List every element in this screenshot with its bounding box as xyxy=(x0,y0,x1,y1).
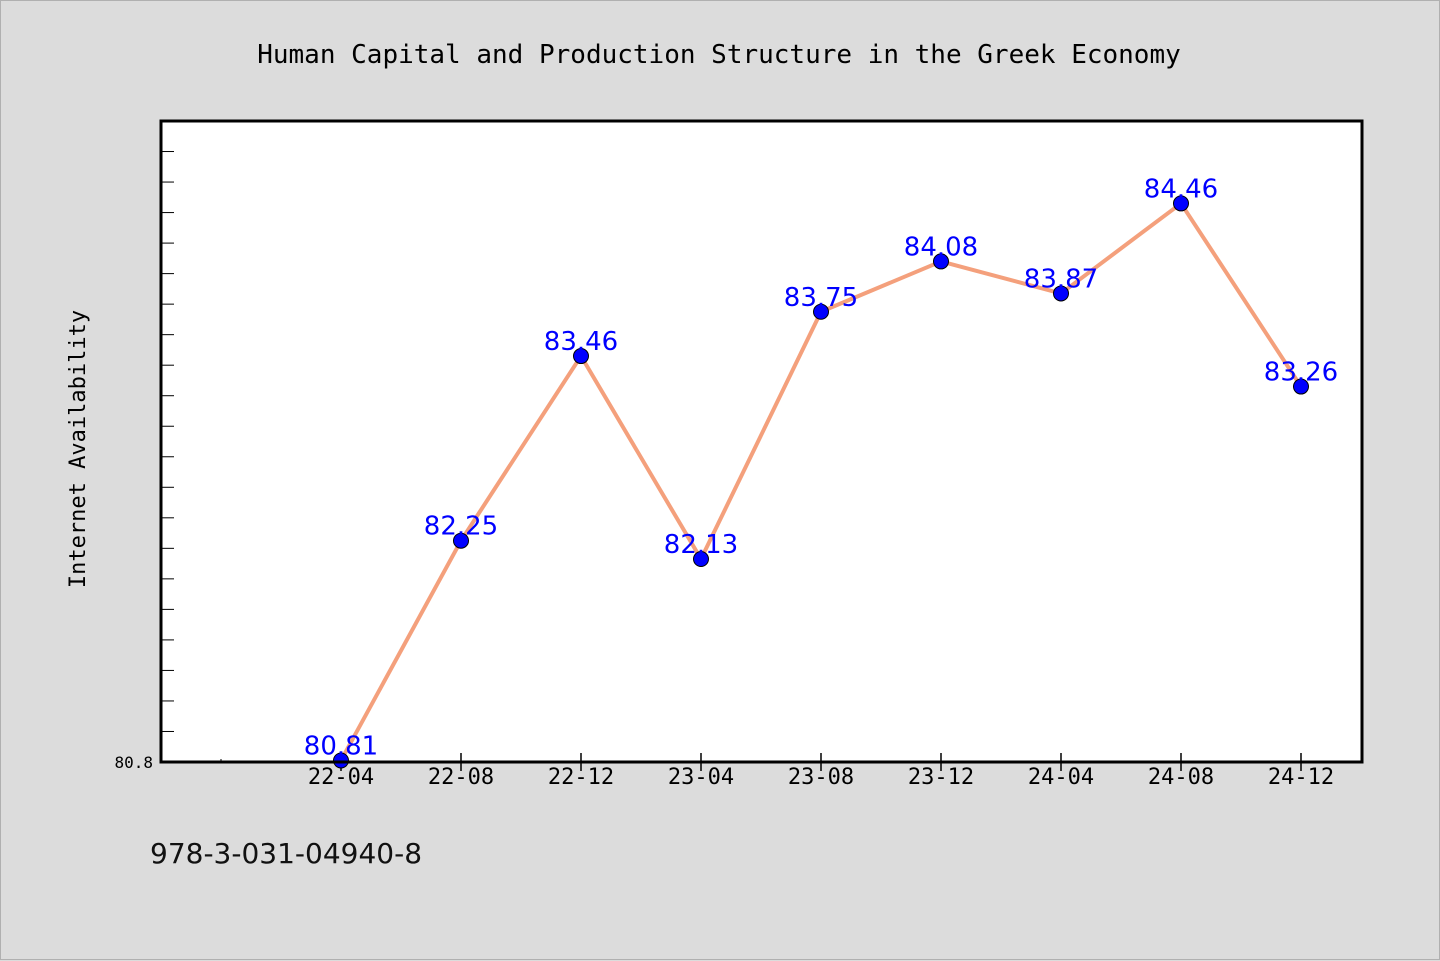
data-labels: 80.81 82.25 83.46 82.13 83.75 84.08 83.87 84.46… xyxy=(304,174,1338,761)
y-axis-label: Internet Availability xyxy=(66,310,91,588)
x-tick-labels: 22-04 22-08 22-12 23-04 23-08 23-12 24-04 24-08… xyxy=(308,765,1334,790)
data-label: 83.46 xyxy=(544,327,618,357)
data-label: 83.26 xyxy=(1264,358,1338,388)
plot-frame xyxy=(159,119,1364,764)
data-point xyxy=(1293,378,1309,395)
x-tick-label: 24-04 xyxy=(1028,765,1094,790)
data-label: 84.08 xyxy=(904,232,978,262)
data-label: 82.25 xyxy=(424,512,498,542)
x-tick-label: 23-04 xyxy=(668,765,734,790)
data-point xyxy=(813,303,829,320)
data-point xyxy=(1053,285,1069,302)
x-tick-label: 23-08 xyxy=(788,765,854,790)
data-point xyxy=(453,532,469,549)
x-tick-label: 24-12 xyxy=(1268,765,1334,790)
data-label: 80.81 xyxy=(304,731,378,761)
y-tick-labels: 80.8 xyxy=(114,753,153,772)
isbn-text: 978-3-031-04940-8 xyxy=(150,837,422,870)
data-label: 84.46 xyxy=(1144,174,1218,204)
data-point xyxy=(573,348,589,365)
data-point xyxy=(1173,195,1189,212)
x-tick-label: 22-12 xyxy=(548,765,614,790)
data-point xyxy=(933,253,949,270)
data-label: 83.87 xyxy=(1024,264,1098,294)
x-tick-label: 22-04 xyxy=(308,765,374,790)
x-tick-label: 24-08 xyxy=(1148,765,1214,790)
data-markers xyxy=(333,195,1309,769)
x-tick-label: 23-12 xyxy=(908,765,974,790)
data-label: 82.13 xyxy=(664,530,738,560)
data-point xyxy=(693,551,709,568)
x-tick-label: 22-08 xyxy=(428,765,494,790)
chart-title: Human Capital and Production Structure i… xyxy=(257,40,1181,70)
data-point xyxy=(333,752,349,769)
plot-area xyxy=(161,121,1362,762)
data-label: 83.75 xyxy=(784,283,858,313)
y-tick-label: 80.8 xyxy=(114,753,153,772)
